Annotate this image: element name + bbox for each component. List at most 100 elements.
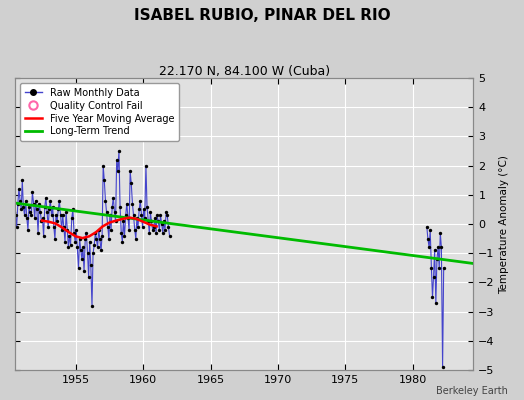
Point	[155, 227, 163, 233]
Point	[80, 268, 88, 274]
Point	[153, 212, 161, 218]
Point	[437, 244, 445, 251]
Point	[97, 247, 105, 254]
Point	[5, 203, 13, 210]
Point	[434, 244, 442, 251]
Point	[154, 218, 162, 224]
Point	[19, 203, 28, 210]
Point	[20, 212, 29, 218]
Point	[145, 230, 154, 236]
Point	[52, 212, 60, 218]
Point	[72, 227, 80, 233]
Point	[81, 236, 90, 242]
Point	[130, 227, 139, 233]
Point	[135, 206, 144, 213]
Point	[54, 206, 62, 213]
Point	[163, 212, 171, 218]
Point	[156, 212, 165, 218]
Point	[79, 244, 87, 251]
Point	[45, 206, 53, 213]
Point	[84, 274, 93, 280]
Point	[106, 212, 114, 218]
Point	[66, 232, 74, 239]
Point	[107, 227, 115, 233]
Point	[64, 244, 73, 251]
Point	[126, 168, 134, 175]
Point	[61, 238, 69, 245]
Point	[139, 206, 148, 213]
Point	[433, 256, 441, 262]
Point	[6, 212, 14, 218]
Point	[101, 198, 110, 204]
Point	[108, 203, 116, 210]
Point	[152, 230, 160, 236]
Point	[147, 218, 156, 224]
Point	[114, 168, 122, 175]
Point	[14, 200, 22, 207]
Point	[12, 212, 20, 218]
Point	[9, 206, 18, 213]
Point	[115, 148, 123, 154]
Point	[35, 200, 43, 207]
Title: 22.170 N, 84.100 W (Cuba): 22.170 N, 84.100 W (Cuba)	[159, 65, 330, 78]
Point	[109, 194, 117, 201]
Point	[86, 262, 95, 268]
Point	[166, 232, 174, 239]
Point	[78, 256, 86, 262]
Point	[98, 232, 106, 239]
Point	[159, 230, 167, 236]
Point	[436, 230, 444, 236]
Point	[99, 162, 107, 169]
Point	[68, 215, 76, 222]
Point	[74, 265, 83, 271]
Point	[71, 238, 79, 245]
Point	[124, 215, 132, 222]
Point	[18, 177, 27, 184]
Point	[15, 186, 23, 192]
Point	[38, 215, 47, 222]
Point	[137, 212, 146, 218]
Point	[31, 198, 40, 204]
Point	[73, 244, 82, 251]
Point	[430, 247, 439, 254]
Point	[59, 212, 67, 218]
Point	[112, 218, 120, 224]
Point	[439, 364, 447, 370]
Point	[428, 294, 436, 300]
Point	[95, 236, 104, 242]
Point	[122, 212, 130, 218]
Point	[50, 224, 58, 230]
Point	[55, 198, 63, 204]
Point	[111, 209, 119, 216]
Point	[26, 209, 34, 216]
Point	[94, 227, 103, 233]
Point	[83, 250, 92, 256]
Point	[151, 215, 159, 222]
Point	[43, 209, 51, 216]
Point	[85, 238, 94, 245]
Point	[24, 227, 32, 233]
Point	[125, 227, 133, 233]
Point	[48, 203, 57, 210]
Point	[88, 303, 96, 309]
Point	[113, 156, 121, 163]
Point	[10, 209, 19, 216]
Text: ISABEL RUBIO, PINAR DEL RIO: ISABEL RUBIO, PINAR DEL RIO	[134, 8, 390, 23]
Point	[67, 241, 75, 248]
Point	[29, 200, 38, 207]
Point	[423, 224, 431, 230]
Point	[7, 215, 15, 222]
Point	[146, 209, 155, 216]
Point	[144, 218, 152, 224]
Point	[69, 206, 77, 213]
Y-axis label: Temperature Anomaly (°C): Temperature Anomaly (°C)	[499, 155, 509, 294]
Legend: Raw Monthly Data, Quality Control Fail, Five Year Moving Average, Long-Term Tren: Raw Monthly Data, Quality Control Fail, …	[20, 83, 179, 141]
Point	[102, 209, 111, 216]
Point	[89, 250, 97, 256]
Point	[62, 209, 70, 216]
Point	[21, 198, 30, 204]
Point	[63, 227, 71, 233]
Point	[426, 227, 434, 233]
Point	[91, 230, 100, 236]
Point	[132, 236, 140, 242]
